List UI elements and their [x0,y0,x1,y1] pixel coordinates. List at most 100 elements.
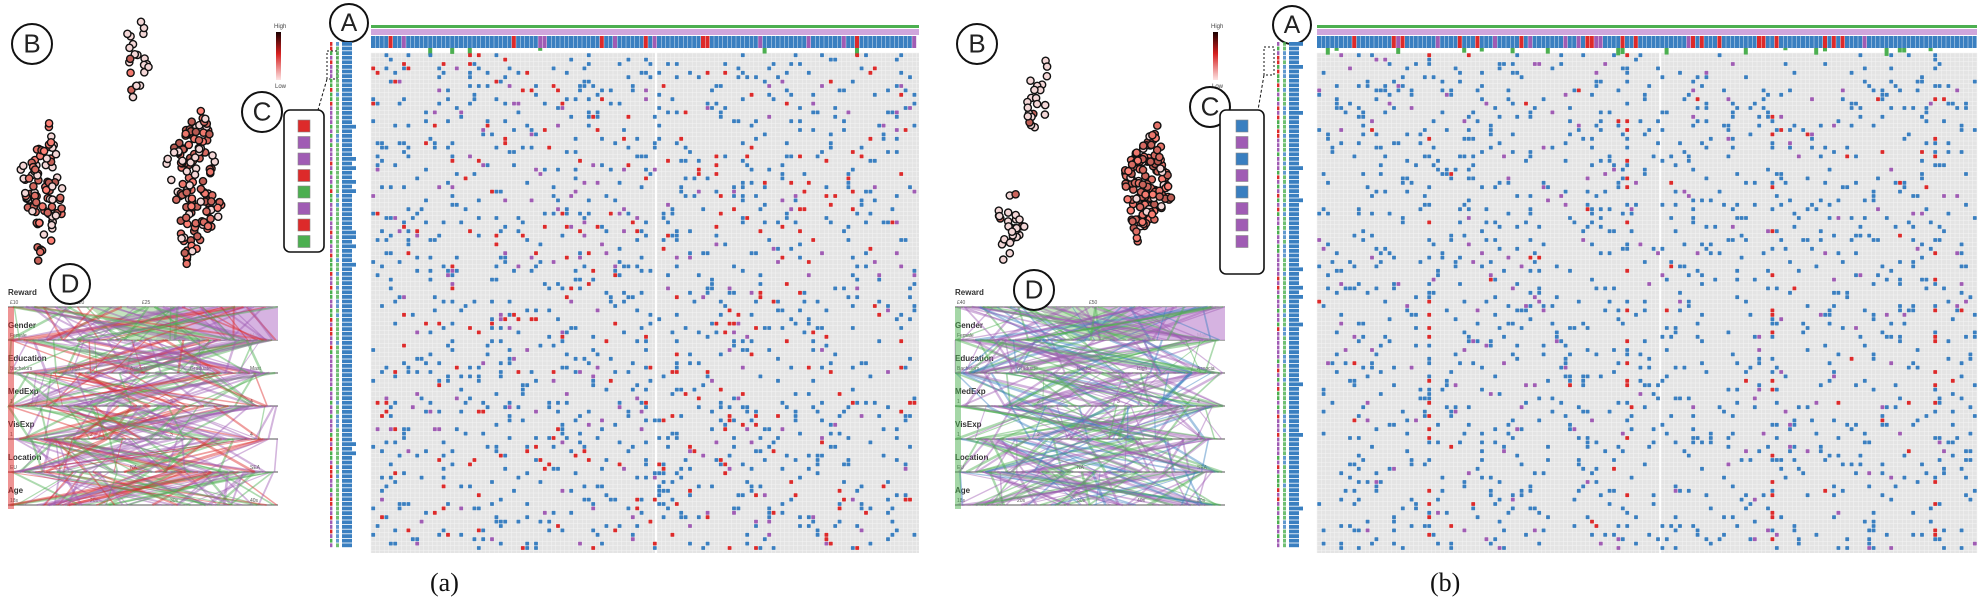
matrix-cell [1374,537,1379,542]
matrix-cell [490,132,494,137]
matrix-cell [432,510,437,515]
row-cluster-mark [1283,276,1286,281]
row-bar [1289,249,1299,253]
matrix-cell [824,541,829,546]
matrix-cell [824,308,829,313]
projection-point [1019,222,1029,231]
matrix-cell [1409,88,1414,93]
ribbon [154,305,246,342]
matrix-cell [1559,400,1564,405]
row-group-mark [1277,253,1280,258]
matrix-cell [463,304,468,308]
matrix-cell [454,172,459,176]
matrix-cell [1365,480,1370,484]
row-bar [1289,175,1299,180]
detail-cell [1235,202,1249,215]
matrix-cell [600,242,604,247]
matrix-cell [679,189,684,194]
matrix-cell [894,150,899,154]
matrix-cell [538,172,543,176]
matrix-cell [1625,136,1630,141]
matrix-cell [762,185,767,190]
ribbon [108,438,119,473]
top-attr-cell [463,36,468,48]
matrix-cell [1330,145,1335,150]
row-cluster-mark [1283,239,1286,244]
ribbon [69,471,242,506]
matrix-cell [850,167,855,172]
projection-point [126,68,135,78]
matrix-cell [384,409,389,414]
matrix-cell [1647,282,1652,286]
ribbon [202,372,260,407]
top-attr-cell [507,36,512,48]
row-bar [1289,216,1299,221]
matrix-cell [1431,290,1436,295]
matrix-cell [1400,75,1405,80]
top-attr-cell [1721,36,1726,48]
matrix-cell [520,233,525,238]
top-attr-cell [1651,36,1656,48]
matrix-cell [749,290,754,295]
row-bar [342,451,356,456]
matrix-cell [1440,255,1445,260]
ribbon [34,372,46,407]
matrix-cell [419,519,424,524]
matrix-cell [1673,440,1678,445]
projection-point [1132,227,1141,236]
projection-point [202,207,211,216]
matrix-cell [1625,436,1630,440]
matrix-cell [1356,211,1361,216]
matrix-cell [503,453,508,458]
matrix-cell [732,189,736,194]
matrix-cell [903,418,908,423]
row-cluster-mark [1283,83,1286,88]
matrix-cell [850,189,855,194]
matrix-cell [718,114,723,119]
row-group-mark [1277,451,1280,456]
ribbon [22,372,109,407]
row-cluster-mark [1283,175,1286,180]
ribbon [95,404,253,441]
projection-point [174,138,184,148]
matrix-cell [494,444,499,449]
matrix-cell [1493,537,1498,542]
matrix-cell [674,387,679,392]
row-group-mark [330,460,333,465]
ribbon [257,405,266,440]
ribbon [26,306,244,341]
matrix-cell [1691,123,1696,128]
matrix-cell [1642,339,1647,344]
matrix-cell [674,339,679,344]
matrix-cell [503,405,508,410]
matrix-cell [1774,229,1779,234]
row-group-mark [1277,74,1280,78]
matrix-cell [837,414,842,418]
matrix-cell [864,220,868,225]
matrix-cell [375,273,380,278]
matrix-cell [723,70,728,75]
top-attr-cell [1801,36,1805,48]
top-attr-cell [1774,36,1779,48]
matrix-cell [512,128,516,132]
ribbon [51,339,140,374]
top-attr-cell [1510,36,1515,48]
top-hist-bar [762,48,767,54]
row-bar [342,377,352,382]
ribbon [16,471,74,506]
matrix-cell [441,299,446,304]
matrix-cell [1537,541,1542,546]
matrix-cell [1726,154,1731,159]
matrix-cell [776,246,780,251]
matrix-cell [490,189,494,194]
matrix-cell [1770,141,1775,146]
matrix-cell [639,70,644,75]
top-attr-cell [494,36,499,48]
matrix-cell [1563,343,1568,348]
matrix-cell [1515,53,1520,58]
matrix-cell [1568,352,1572,357]
matrix-cell [1722,515,1726,520]
matrix-cell [1510,418,1515,423]
matrix-cell [591,163,596,168]
matrix-cell [1493,427,1498,432]
